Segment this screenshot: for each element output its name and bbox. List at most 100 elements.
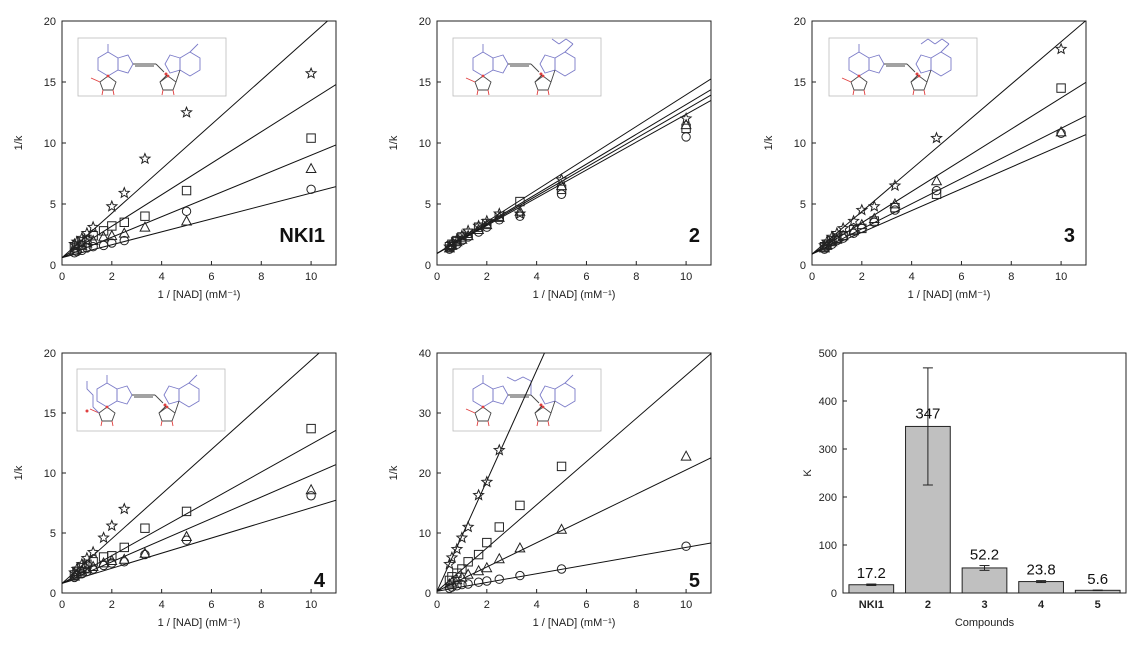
compound-label-5: 5 — [689, 570, 700, 592]
data-point-star — [450, 232, 464, 245]
data-point-star — [68, 565, 81, 579]
data-points — [443, 443, 692, 593]
value-label: 17.2 — [857, 565, 886, 582]
data-point-triangle — [97, 556, 110, 568]
y-tick-label: 20 — [419, 468, 431, 480]
data-point-triangle — [180, 215, 193, 226]
chemical-structure-image — [841, 38, 952, 96]
x-tick-label: 2 — [109, 271, 115, 283]
x-axis-label: 1 / [NAD] (mM⁻¹) — [533, 617, 616, 629]
bar-panel-ki: 0100200300400500KCompounds17.2NKI1347252… — [802, 348, 1127, 629]
x-tick-label: 6 — [958, 271, 964, 283]
data-points — [443, 111, 693, 254]
bar-3 — [961, 567, 1008, 594]
x-tick-label: 0 — [59, 271, 65, 283]
data-point-star — [86, 545, 100, 558]
data-point-star — [847, 214, 860, 227]
data-point-square — [482, 218, 492, 229]
data-point-circle — [98, 240, 109, 251]
fit-lines — [437, 78, 711, 254]
data-point-square — [556, 461, 567, 472]
data-point-star — [472, 219, 485, 232]
data-point-star — [867, 199, 881, 212]
data-point-square — [457, 564, 467, 574]
y-tick-label: 15 — [44, 77, 56, 89]
data-point-star — [138, 152, 152, 165]
data-point-square — [447, 572, 457, 582]
data-point-square — [931, 189, 942, 199]
x-tick-label: 4 — [534, 599, 540, 611]
data-point-triangle — [118, 227, 130, 238]
x-tick-label: 4 — [159, 271, 165, 283]
data-point-square — [306, 133, 316, 143]
fit-line-square — [812, 81, 1086, 255]
data-point-circle — [681, 541, 691, 551]
data-point-square — [140, 211, 150, 221]
compound-label-2: 2 — [689, 225, 700, 247]
data-point-triangle — [680, 450, 692, 461]
structure-inset-frame — [76, 368, 226, 432]
chemical-structure-image — [465, 38, 576, 96]
data-point-square — [119, 542, 129, 553]
data-point-circle — [681, 132, 691, 142]
data-points — [68, 423, 317, 583]
data-point-square — [869, 216, 879, 226]
y-tick-label: 10 — [419, 528, 431, 540]
y-tick-label: 0 — [50, 588, 56, 600]
plot-panel-nki1: 0 2 4 6 8 10 0 5 10 15 20 1 / [NAD] (mM⁻¹) 1/k — [13, 16, 337, 301]
data-point-triangle — [305, 483, 317, 495]
x-tick-label: 10 — [305, 271, 317, 283]
data-point-star — [105, 519, 119, 532]
data-point-square — [473, 549, 484, 560]
data-point-circle — [306, 491, 316, 501]
plot-panel-compound-5: 0 2 4 6 8 10 0 10 20 30 40 1 / [NAD] (mM⁻¹) 1/k — [388, 348, 712, 629]
data-point-square — [119, 217, 129, 228]
data-point-star — [70, 235, 84, 248]
data-point-triangle — [514, 205, 526, 216]
data-point-circle — [457, 579, 467, 590]
data-point-star — [492, 443, 506, 456]
data-point-star — [480, 475, 494, 488]
plot-panel-compound-4: 0 2 4 6 8 10 0 5 10 15 20 1 / [NAD] (mM⁻¹) 1/k — [13, 348, 337, 629]
data-point-triangle — [139, 547, 151, 558]
data-point-triangle — [472, 564, 485, 576]
data-point-square — [107, 221, 117, 231]
data-point-circle — [890, 205, 900, 215]
y-tick-label: 10 — [794, 138, 806, 150]
data-point-circle — [473, 577, 484, 587]
data-point-square — [463, 228, 473, 238]
data-point-square — [494, 211, 504, 221]
data-point-triangle — [555, 523, 568, 534]
y-tick-label: 30 — [419, 408, 431, 420]
data-point-triangle — [493, 552, 505, 564]
y-tick-label: 200 — [819, 492, 837, 504]
bar-4 — [1018, 581, 1064, 594]
data-point-star — [443, 240, 456, 253]
x-tick-label: 0 — [434, 599, 440, 611]
y-tick-label: 0 — [831, 588, 837, 600]
x-tick-label: 2 — [925, 599, 931, 611]
data-point-triangle — [305, 162, 317, 174]
data-point-star — [679, 111, 693, 125]
y-tick-label: 20 — [44, 348, 56, 360]
y-axis-label: 1/k — [388, 465, 400, 480]
data-point-circle — [515, 570, 525, 581]
value-label: 347 — [915, 405, 940, 422]
x-tick-label: 0 — [434, 271, 440, 283]
data-point-circle — [119, 235, 129, 246]
data-point-star — [117, 502, 131, 515]
structure-inset-frame — [452, 37, 602, 97]
fit-line-circle — [62, 499, 336, 584]
data-point-square — [140, 523, 150, 533]
x-tick-label: 6 — [208, 599, 214, 611]
fit-line-star — [437, 78, 711, 254]
x-axis-label: 1 / [NAD] (mM⁻¹) — [908, 289, 991, 301]
data-point-triangle — [514, 541, 526, 553]
value-label: 23.8 — [1026, 562, 1055, 579]
y-tick-label: 500 — [819, 348, 837, 360]
x-tick-label: 10 — [305, 599, 317, 611]
x-tick-label: 8 — [1008, 271, 1014, 283]
x-axis-label: 1 / [NAD] (mM⁻¹) — [533, 289, 616, 301]
fit-line-circle — [437, 99, 711, 254]
data-point-square — [515, 196, 525, 207]
